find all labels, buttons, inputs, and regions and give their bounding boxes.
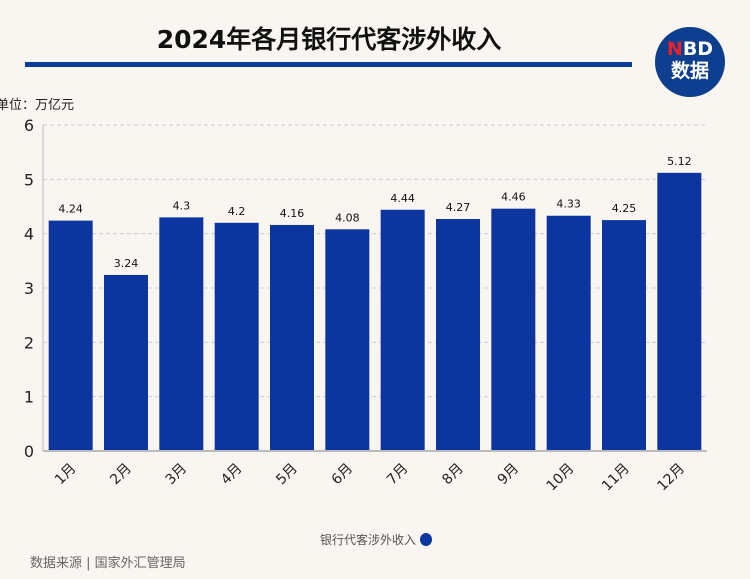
data-label: 4.44 bbox=[390, 192, 415, 205]
x-tick-label: 5月 bbox=[273, 461, 301, 489]
y-tick-label: 2 bbox=[24, 333, 34, 352]
bar[interactable] bbox=[491, 208, 536, 451]
legend-label: 银行代客涉外收入 bbox=[320, 533, 417, 547]
y-tick-label: 5 bbox=[24, 170, 34, 189]
chart-title: 2024年各月银行代客涉外收入 bbox=[156, 25, 502, 54]
data-label: 4.46 bbox=[501, 191, 526, 204]
bar[interactable] bbox=[325, 229, 370, 451]
bar[interactable] bbox=[159, 217, 204, 451]
x-tick-label: 6月 bbox=[329, 461, 357, 489]
y-tick-label: 6 bbox=[24, 116, 34, 135]
y-tick-label: 0 bbox=[24, 442, 34, 461]
title-underline bbox=[25, 62, 632, 67]
x-tick-label: 10月 bbox=[544, 461, 578, 495]
unit-label: 单位：万亿元 bbox=[0, 98, 75, 113]
x-tick-label: 12月 bbox=[654, 461, 688, 495]
data-label: 4.16 bbox=[280, 207, 305, 220]
bar[interactable] bbox=[602, 220, 646, 451]
data-label: 4.27 bbox=[446, 201, 471, 214]
data-label: 4.25 bbox=[612, 202, 637, 215]
x-tick-label: 7月 bbox=[384, 461, 412, 489]
x-tick-label: 3月 bbox=[163, 461, 191, 489]
y-tick-label: 4 bbox=[24, 225, 34, 244]
bar[interactable] bbox=[436, 218, 480, 451]
data-label: 4.24 bbox=[58, 203, 83, 216]
data-source: 数据来源 | 国家外汇管理局 bbox=[30, 556, 186, 571]
bar[interactable] bbox=[48, 220, 93, 451]
bar[interactable] bbox=[104, 274, 148, 451]
data-label: 4.33 bbox=[556, 198, 581, 211]
y-tick-label: 1 bbox=[24, 388, 34, 407]
bar[interactable] bbox=[270, 224, 314, 451]
data-label: 5.12 bbox=[667, 155, 692, 168]
data-label: 4.3 bbox=[173, 199, 191, 212]
x-tick-label: 2月 bbox=[107, 461, 135, 489]
bar[interactable] bbox=[380, 209, 425, 451]
x-tick-label: 4月 bbox=[218, 461, 246, 489]
x-tick-label: 8月 bbox=[439, 461, 467, 489]
data-label: 4.08 bbox=[335, 211, 360, 224]
data-label: 3.24 bbox=[114, 257, 139, 270]
bar[interactable] bbox=[657, 172, 702, 451]
nbd-logo: NBD 数据 bbox=[655, 27, 725, 97]
x-tick-label: 9月 bbox=[495, 461, 523, 489]
y-tick-label: 3 bbox=[24, 279, 34, 298]
bar[interactable] bbox=[214, 222, 259, 451]
bar[interactable] bbox=[546, 215, 591, 451]
data-label: 4.2 bbox=[228, 205, 246, 218]
x-tick-label: 11月 bbox=[599, 461, 633, 495]
legend-marker-icon bbox=[420, 533, 433, 546]
legend[interactable]: 银行代客涉外收入 bbox=[320, 531, 433, 548]
x-tick-label: 1月 bbox=[52, 461, 80, 489]
